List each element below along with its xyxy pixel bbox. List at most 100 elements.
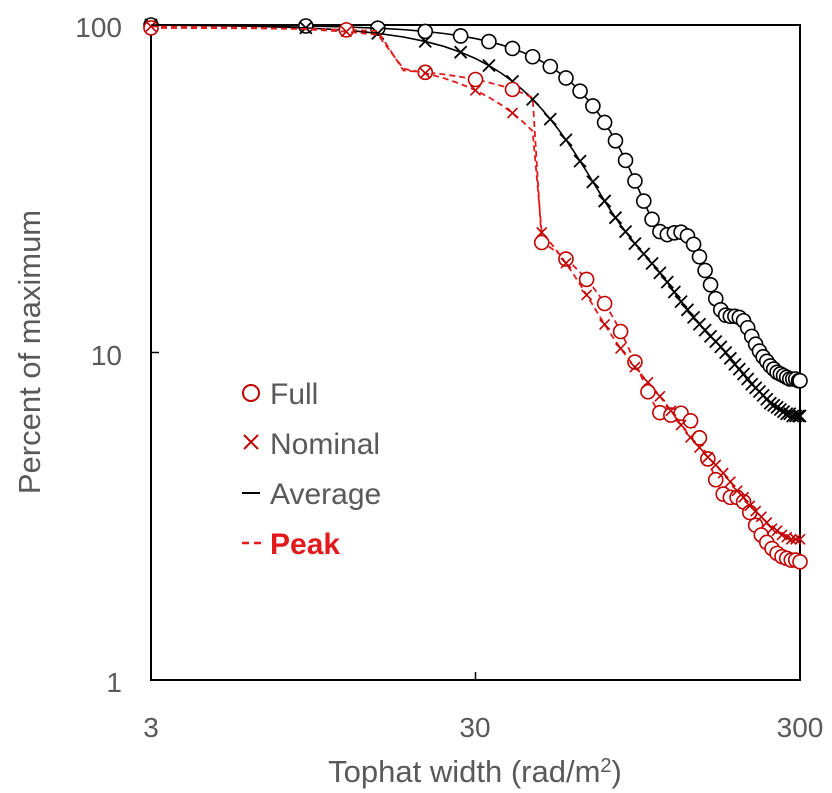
nominal-peak-point bbox=[615, 342, 627, 354]
full-point bbox=[644, 211, 660, 228]
nominal-peak-point-stroke bbox=[665, 405, 677, 417]
nominal-point bbox=[586, 175, 600, 189]
nominal-peak-point bbox=[717, 467, 729, 479]
nominal-peak-point-stroke bbox=[654, 390, 666, 402]
nominal-peak-point-stroke bbox=[560, 257, 572, 269]
legend-average-label: Average bbox=[270, 478, 381, 511]
nominal-peak-point bbox=[654, 390, 666, 402]
nominal-point-stroke bbox=[767, 398, 781, 412]
nominal-peak-point bbox=[665, 405, 677, 417]
nominal-point-stroke bbox=[686, 310, 701, 325]
nominal-peak-point-stroke bbox=[536, 226, 548, 238]
nominal-peak-point bbox=[560, 257, 572, 269]
nominal-peak-point-stroke bbox=[785, 533, 797, 545]
nominal-peak-point bbox=[506, 107, 519, 119]
full-point bbox=[504, 40, 521, 57]
nominal-point-stroke bbox=[793, 409, 807, 423]
full-peak-line bbox=[150, 26, 800, 563]
nominal-point-stroke bbox=[418, 34, 432, 49]
nominal-peak-point bbox=[642, 376, 654, 388]
nominal-peak-point bbox=[629, 361, 641, 373]
full-point bbox=[607, 133, 624, 149]
nominal-point-stroke bbox=[645, 256, 659, 271]
nominal-peak-point-stroke bbox=[776, 529, 788, 541]
nominal-point bbox=[674, 294, 688, 309]
nominal-peak-point bbox=[581, 289, 593, 301]
nominal-point bbox=[767, 398, 781, 412]
nominal-point-stroke bbox=[526, 92, 540, 106]
full-point bbox=[585, 98, 601, 114]
nominal-peak-point-stroke bbox=[145, 20, 157, 32]
full-peak-point bbox=[338, 22, 355, 38]
full-point bbox=[792, 372, 808, 389]
full-point bbox=[417, 23, 434, 40]
nominal-point bbox=[608, 211, 623, 225]
full-peak-point bbox=[578, 271, 595, 288]
series-layer bbox=[143, 17, 808, 423]
full-point bbox=[697, 262, 713, 279]
nominal-point-stroke bbox=[789, 409, 803, 423]
nominal-point-stroke bbox=[597, 194, 612, 208]
legend-nominal-marker bbox=[243, 434, 259, 450]
nominal-peak-point-stroke bbox=[419, 67, 431, 79]
nominal-point-stroke bbox=[482, 58, 496, 73]
full-point bbox=[558, 70, 574, 86]
nominal-peak-point-stroke bbox=[693, 442, 706, 454]
y-tick-label-1: 1 bbox=[106, 667, 122, 698]
nominal-peak-point-stroke bbox=[794, 533, 806, 545]
nominal-peak-point-stroke bbox=[506, 107, 519, 119]
nominal-point bbox=[299, 21, 313, 35]
nominal-peak-point-stroke bbox=[684, 431, 697, 444]
x-tick-label-3: 3 bbox=[143, 712, 159, 743]
nominal-point-stroke bbox=[660, 275, 674, 289]
nominal-point bbox=[763, 396, 777, 410]
x-axis-title: Tophat width (rad/m2) bbox=[328, 754, 622, 789]
nominal-point-stroke bbox=[573, 154, 587, 168]
full-peak-point bbox=[596, 295, 613, 312]
nominal-peak-point bbox=[419, 67, 431, 79]
nominal-peak-point bbox=[340, 26, 352, 38]
full-point bbox=[635, 193, 652, 209]
y-axis-ticks: 100 10 1 bbox=[75, 12, 122, 698]
nominal-peak-point bbox=[469, 84, 482, 96]
full-peak-point bbox=[143, 20, 159, 36]
nominal-peak-point-stroke bbox=[761, 517, 773, 529]
nominal-point bbox=[628, 236, 642, 251]
nominal-point bbox=[573, 154, 587, 168]
nominal-point-stroke bbox=[723, 351, 737, 365]
nominal-peak-point-stroke bbox=[744, 500, 756, 512]
x-tick-label-30: 30 bbox=[459, 712, 490, 743]
nominal-point-stroke bbox=[543, 112, 557, 126]
x-axis-title-sup: 2 bbox=[600, 755, 611, 777]
nominal-point-stroke bbox=[299, 21, 313, 35]
nominal-point bbox=[723, 351, 737, 365]
nominal-peak-point-stroke bbox=[340, 26, 352, 38]
full-peak-point bbox=[533, 234, 550, 251]
nominal-peak-point-stroke bbox=[781, 531, 793, 543]
full-point bbox=[481, 33, 497, 50]
y-axis-title: Percent of maximum bbox=[12, 210, 47, 494]
nominal-peak-point bbox=[684, 431, 697, 444]
nominal-peak-point-stroke bbox=[675, 419, 687, 431]
x-axis-title-close: ) bbox=[612, 754, 622, 789]
nominal-peak-point-stroke bbox=[629, 361, 641, 373]
nominal-point-stroke bbox=[674, 294, 688, 309]
nominal-peak-point bbox=[536, 226, 548, 238]
full-point bbox=[452, 28, 469, 44]
legend-nominal-label: Nominal bbox=[270, 428, 380, 461]
peak-series-layer bbox=[143, 20, 808, 570]
full-point bbox=[596, 114, 613, 131]
full-point bbox=[702, 276, 719, 293]
full-point bbox=[691, 248, 708, 265]
legend-peak-label: Peak bbox=[270, 528, 340, 561]
nominal-point bbox=[618, 224, 633, 239]
full-point bbox=[617, 152, 634, 169]
nominal-peak-point bbox=[790, 533, 802, 545]
nominal-peak-point-stroke bbox=[731, 485, 743, 497]
legend-full-label: Full bbox=[270, 378, 318, 411]
full-peak-point bbox=[682, 412, 699, 429]
nominal-peak-point bbox=[675, 419, 687, 431]
plot-frame bbox=[150, 24, 801, 681]
nominal-point bbox=[418, 34, 432, 49]
